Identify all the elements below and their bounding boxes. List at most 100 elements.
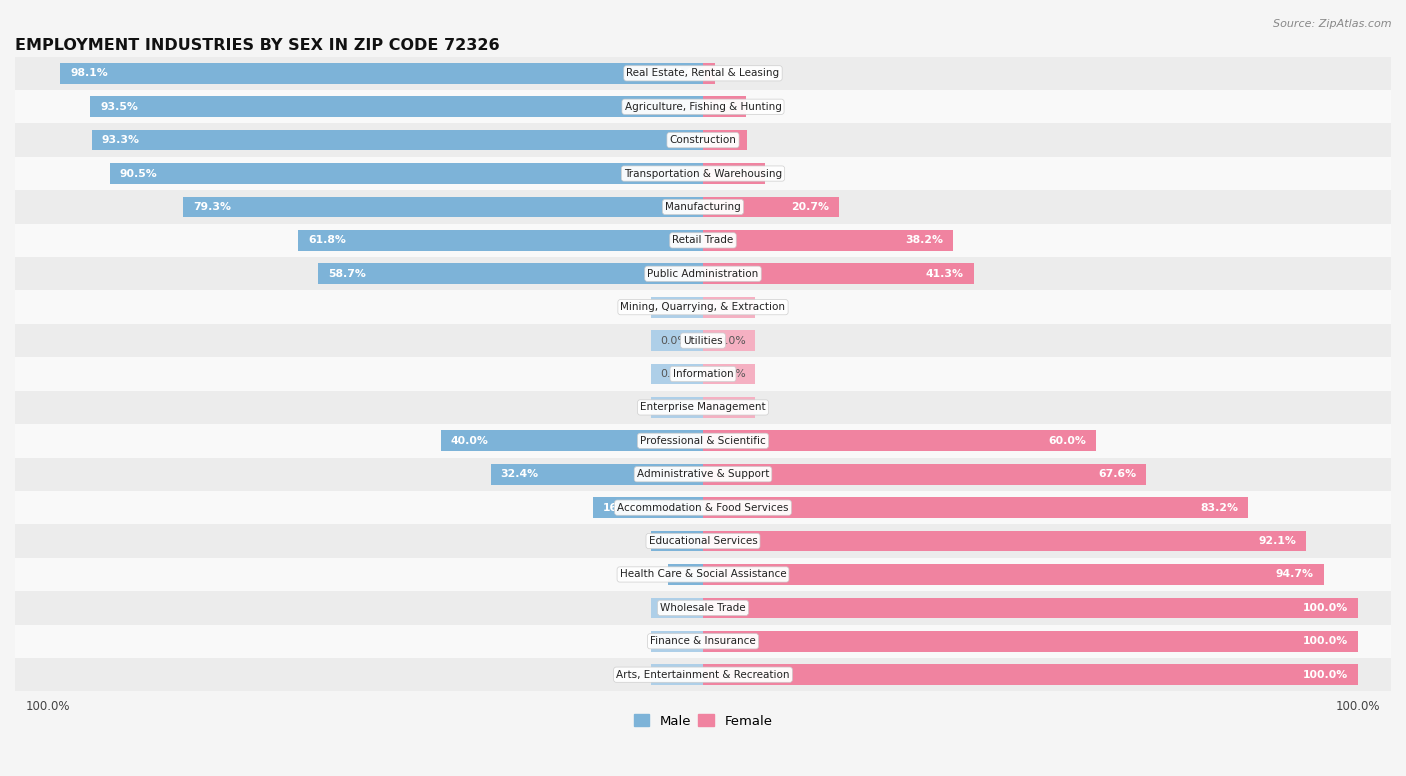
- Bar: [15, 223, 1391, 257]
- Bar: [651, 531, 703, 552]
- Text: 58.7%: 58.7%: [328, 268, 366, 279]
- Bar: [15, 324, 1391, 357]
- Bar: [703, 331, 755, 351]
- Bar: [15, 290, 1391, 324]
- Text: 0.0%: 0.0%: [661, 403, 688, 412]
- Text: Educational Services: Educational Services: [648, 536, 758, 546]
- Text: 0.0%: 0.0%: [661, 636, 688, 646]
- Bar: [15, 157, 1391, 190]
- Bar: [15, 57, 1391, 90]
- Text: 0.0%: 0.0%: [718, 335, 745, 345]
- Bar: [110, 163, 703, 184]
- Bar: [703, 230, 953, 251]
- Bar: [703, 196, 838, 217]
- Text: Retail Trade: Retail Trade: [672, 235, 734, 245]
- Text: EMPLOYMENT INDUSTRIES BY SEX IN ZIP CODE 72326: EMPLOYMENT INDUSTRIES BY SEX IN ZIP CODE…: [15, 38, 499, 54]
- Bar: [15, 257, 1391, 290]
- Text: Administrative & Support: Administrative & Support: [637, 469, 769, 480]
- Text: 98.1%: 98.1%: [70, 68, 108, 78]
- Text: 0.0%: 0.0%: [661, 302, 688, 312]
- Bar: [298, 230, 703, 251]
- Text: Arts, Entertainment & Recreation: Arts, Entertainment & Recreation: [616, 670, 790, 680]
- Text: Mining, Quarrying, & Extraction: Mining, Quarrying, & Extraction: [620, 302, 786, 312]
- Text: Health Care & Social Assistance: Health Care & Social Assistance: [620, 570, 786, 580]
- Bar: [91, 130, 703, 151]
- Text: 40.0%: 40.0%: [451, 436, 489, 446]
- Bar: [703, 631, 1358, 652]
- Text: Construction: Construction: [669, 135, 737, 145]
- Bar: [703, 431, 1097, 451]
- Text: 100.0%: 100.0%: [1303, 670, 1348, 680]
- Text: 90.5%: 90.5%: [120, 168, 157, 178]
- Text: 100.0%: 100.0%: [1303, 636, 1348, 646]
- Bar: [15, 424, 1391, 458]
- Text: 32.4%: 32.4%: [501, 469, 538, 480]
- Text: 0.0%: 0.0%: [661, 670, 688, 680]
- Text: 6.5%: 6.5%: [706, 102, 735, 112]
- Text: 67.6%: 67.6%: [1098, 469, 1136, 480]
- Text: Public Administration: Public Administration: [647, 268, 759, 279]
- Text: 16.8%: 16.8%: [603, 503, 641, 513]
- Bar: [651, 397, 703, 417]
- Text: Agriculture, Fishing & Hunting: Agriculture, Fishing & Hunting: [624, 102, 782, 112]
- Text: Transportation & Warehousing: Transportation & Warehousing: [624, 168, 782, 178]
- Text: 92.1%: 92.1%: [1258, 536, 1296, 546]
- Text: 7.9%: 7.9%: [661, 536, 692, 546]
- Bar: [593, 497, 703, 518]
- Bar: [703, 263, 973, 284]
- Text: Professional & Scientific: Professional & Scientific: [640, 436, 766, 446]
- Text: 60.0%: 60.0%: [1049, 436, 1087, 446]
- Text: Information: Information: [672, 369, 734, 379]
- Text: 61.8%: 61.8%: [308, 235, 346, 245]
- Text: 0.0%: 0.0%: [661, 335, 688, 345]
- Text: 100.0%: 100.0%: [1303, 603, 1348, 613]
- Bar: [703, 531, 1306, 552]
- Text: 0.0%: 0.0%: [661, 369, 688, 379]
- Bar: [651, 297, 703, 317]
- Bar: [651, 331, 703, 351]
- Bar: [15, 390, 1391, 424]
- Text: 0.0%: 0.0%: [718, 403, 745, 412]
- Bar: [651, 364, 703, 384]
- Bar: [651, 598, 703, 618]
- Bar: [15, 625, 1391, 658]
- Bar: [491, 464, 703, 484]
- Text: Wholesale Trade: Wholesale Trade: [661, 603, 745, 613]
- Bar: [703, 163, 765, 184]
- Bar: [15, 658, 1391, 691]
- Text: Source: ZipAtlas.com: Source: ZipAtlas.com: [1274, 19, 1392, 29]
- Bar: [703, 63, 716, 84]
- Bar: [703, 564, 1323, 585]
- Bar: [318, 263, 703, 284]
- Text: 20.7%: 20.7%: [790, 202, 828, 212]
- Bar: [651, 631, 703, 652]
- Bar: [703, 464, 1146, 484]
- Text: 79.3%: 79.3%: [193, 202, 231, 212]
- Text: 0.0%: 0.0%: [661, 603, 688, 613]
- Bar: [15, 558, 1391, 591]
- Bar: [668, 564, 703, 585]
- Bar: [651, 664, 703, 685]
- Bar: [703, 664, 1358, 685]
- Text: 0.0%: 0.0%: [718, 302, 745, 312]
- Bar: [90, 96, 703, 117]
- Bar: [703, 297, 755, 317]
- Bar: [15, 591, 1391, 625]
- Bar: [15, 458, 1391, 491]
- Text: 83.2%: 83.2%: [1201, 503, 1239, 513]
- Bar: [15, 123, 1391, 157]
- Legend: Male, Female: Male, Female: [628, 709, 778, 733]
- Text: 6.7%: 6.7%: [707, 135, 737, 145]
- Text: 38.2%: 38.2%: [905, 235, 943, 245]
- Text: 93.5%: 93.5%: [100, 102, 138, 112]
- Text: 93.3%: 93.3%: [101, 135, 139, 145]
- Text: 1.9%: 1.9%: [675, 68, 706, 78]
- Text: 94.7%: 94.7%: [1275, 570, 1313, 580]
- Text: Finance & Insurance: Finance & Insurance: [650, 636, 756, 646]
- Text: Accommodation & Food Services: Accommodation & Food Services: [617, 503, 789, 513]
- Bar: [703, 364, 755, 384]
- Text: 41.3%: 41.3%: [925, 268, 963, 279]
- Bar: [703, 96, 745, 117]
- Bar: [15, 491, 1391, 525]
- Bar: [183, 196, 703, 217]
